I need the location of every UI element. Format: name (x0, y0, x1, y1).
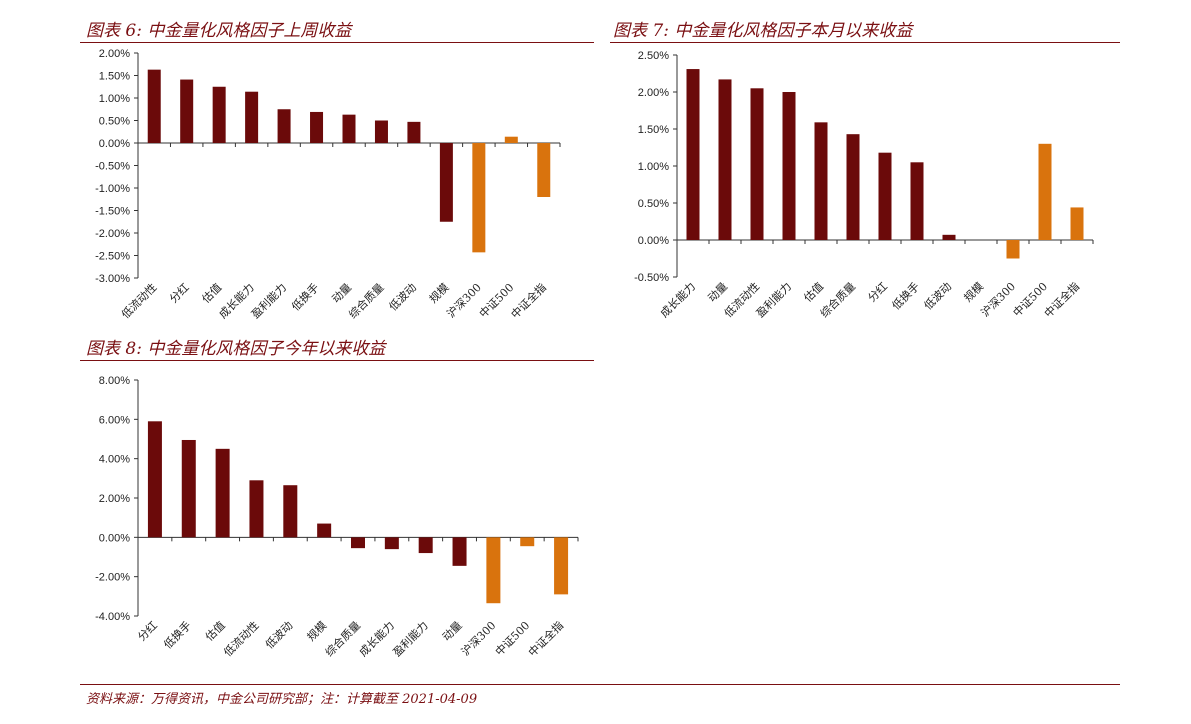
y-tick-label: -3.00% (95, 273, 130, 285)
category-label: 综合质量 (322, 618, 363, 659)
category-label: 沪深300 (458, 618, 498, 658)
y-tick-label: 6.00% (99, 414, 130, 426)
y-tick-label: -1.00% (95, 183, 130, 195)
bar-中证全指 (1070, 207, 1084, 240)
bar-低波动 (942, 234, 956, 240)
bar-中证全指 (554, 537, 569, 595)
bar-chart-monthly: 2.50% 2.00% 1.50% 1.00% 0.50% 0.00% -0.50%成长能力… (634, 50, 1094, 320)
bar-规模 (439, 143, 453, 222)
category-label: 规模 (961, 279, 986, 304)
bar-chart-weekly: 2.00% 1.50% 1.00% 0.50% 0.00% -0.50% -1.00% -1.… (95, 48, 561, 321)
y-tick-label: -2.50% (95, 251, 130, 263)
y-tick-label: 2.00% (99, 48, 130, 60)
bar-综合质量 (351, 537, 365, 549)
y-tick-label: -4.00% (95, 611, 130, 623)
category-label: 盈利能力 (390, 618, 431, 659)
y-tick-label: 1.50% (99, 71, 130, 83)
y-tick-label: 0.00% (638, 235, 669, 247)
source-note: 资料来源：万得资讯，中金公司研究部；注：计算截至 2021-04-09 (86, 692, 478, 707)
y-tick-label: 0.50% (99, 116, 130, 128)
bar-沪深300 (486, 537, 501, 604)
title-rule-monthly (610, 42, 1120, 43)
category-label: 低换手 (889, 279, 922, 312)
y-tick-label: 1.00% (99, 93, 130, 105)
category-label: 分红 (135, 619, 160, 644)
chart-title-weekly: 图表 6: 中金量化风格因子上周收益 (86, 21, 352, 41)
y-tick-label: 2.00% (638, 87, 669, 99)
bar-规模 (317, 523, 332, 538)
bar-成长能力 (384, 537, 399, 550)
y-tick-label: 0.00% (99, 138, 130, 150)
category-label: 盈利能力 (753, 279, 794, 320)
bar-低流动性 (750, 88, 764, 240)
category-label: 分红 (865, 280, 890, 305)
bar-分红 (878, 152, 892, 240)
bar-盈利能力 (418, 537, 433, 554)
title-rule-weekly (80, 42, 594, 43)
bar-盈利能力 (782, 92, 796, 240)
bar-低流动性 (147, 69, 161, 143)
chart-title-ytd: 图表 8: 中金量化风格因子今年以来收益 (86, 339, 386, 359)
bar-综合质量 (846, 134, 860, 240)
bar-分红 (180, 79, 194, 143)
category-label: 低波动 (263, 619, 296, 652)
bar-中证500 (504, 136, 518, 143)
y-tick-label: -2.00% (95, 572, 130, 584)
title-rule-ytd (80, 360, 594, 361)
category-label: 估值 (203, 619, 228, 644)
bar-沪深300 (1006, 240, 1020, 259)
category-label: 规模 (304, 618, 329, 643)
bar-中证500 (1038, 143, 1052, 240)
bar-低波动 (283, 485, 298, 538)
bar-动量 (452, 537, 467, 566)
category-label: 成长能力 (657, 279, 698, 320)
bar-盈利能力 (277, 109, 291, 143)
category-label: 成长能力 (356, 618, 397, 659)
footer-rule (80, 684, 1120, 685)
y-tick-label: -0.50% (95, 161, 130, 173)
y-tick-label: -0.50% (634, 272, 669, 284)
y-tick-label: 1.50% (638, 124, 669, 136)
y-tick-label: 4.00% (99, 454, 130, 466)
bar-估值 (212, 86, 226, 143)
category-label: 动量 (440, 619, 465, 644)
category-label: 低流动性 (221, 618, 262, 659)
bar-低换手 (181, 439, 196, 538)
bar-动量 (718, 79, 732, 240)
category-label: 中证全指 (525, 618, 566, 659)
y-tick-label: -2.00% (95, 228, 130, 240)
y-tick-label: 0.00% (99, 532, 130, 544)
bar-chart-ytd: 8.00%6.00%4.00%2.00%0.00%-2.00%-4.00%分红低… (95, 375, 579, 659)
y-tick-label: 0.50% (638, 198, 669, 210)
bar-沪深300 (472, 143, 486, 253)
category-label: 估值 (801, 280, 826, 305)
category-label: 沪深300 (978, 279, 1018, 319)
bar-低换手 (310, 111, 324, 143)
bar-分红 (147, 421, 162, 538)
bar-动量 (342, 114, 356, 143)
category-label: 中证500 (493, 619, 533, 659)
y-tick-label: 2.50% (638, 50, 669, 62)
bar-成长能力 (245, 91, 259, 143)
y-tick-label: 1.00% (638, 161, 669, 173)
bar-综合质量 (374, 120, 388, 143)
bar-成长能力 (686, 69, 700, 240)
bar-低波动 (407, 121, 421, 143)
category-label: 动量 (705, 280, 730, 305)
y-tick-label: 2.00% (99, 493, 130, 505)
bar-估值 (814, 122, 828, 240)
bar-估值 (215, 448, 230, 538)
bar-中证500 (520, 537, 535, 547)
bar-中证全指 (537, 143, 551, 197)
y-tick-label: 8.00% (99, 375, 130, 387)
category-label: 低换手 (161, 618, 194, 651)
category-label: 低波动 (922, 280, 955, 313)
bar-低换手 (910, 162, 924, 240)
category-label: 综合质量 (817, 279, 858, 320)
y-tick-label: -1.50% (95, 206, 130, 218)
chart-title-monthly: 图表 7: 中金量化风格因子本月以来收益 (613, 21, 913, 41)
category-label: 中证全指 (1041, 279, 1082, 320)
bar-低流动性 (249, 480, 264, 538)
